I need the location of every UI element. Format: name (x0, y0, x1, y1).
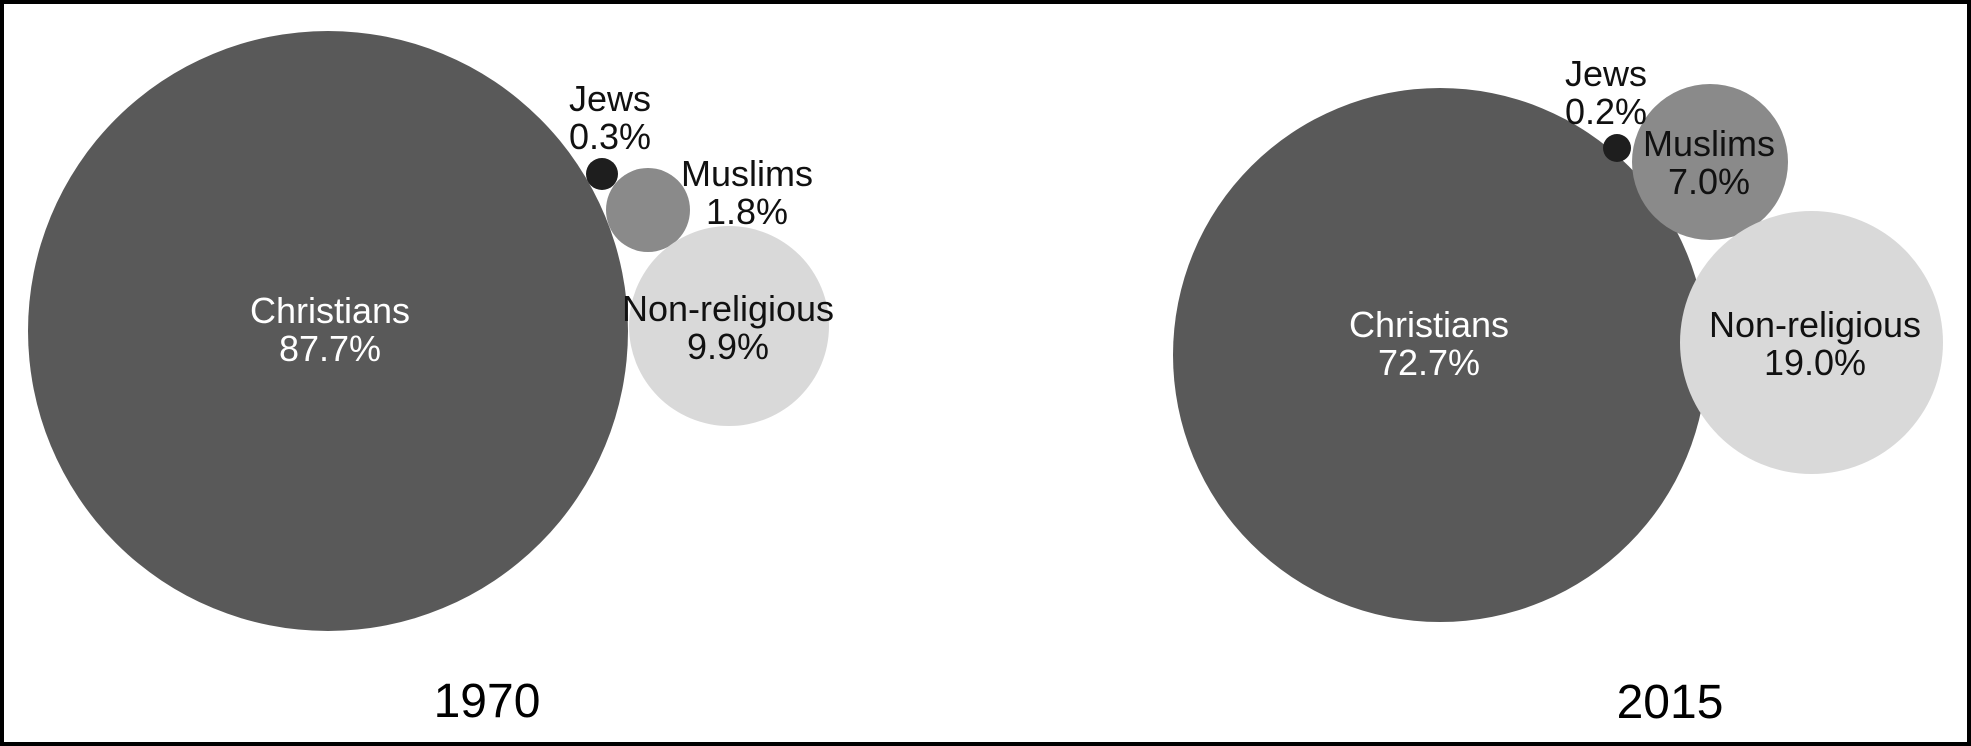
christians-bubble-1970 (28, 31, 628, 631)
year-label-1970: 1970 (433, 675, 541, 728)
muslims-label-2015: Muslims 7.0% (1643, 125, 1775, 201)
jews-bubble-1970 (586, 158, 618, 190)
muslims-value-2015: 7.0% (1667, 161, 1751, 202)
jews-value-2015: 0.2% (1564, 91, 1648, 132)
christians-bubble-2015 (1173, 88, 1707, 622)
christians-value-2015: 72.7% (1377, 342, 1481, 383)
non-religious-bubble-2015 (1680, 211, 1943, 474)
jews-label-1970: Jews 0.3% (569, 80, 651, 156)
jews-name-1970: Jews (568, 78, 652, 119)
non-religious-label-1970: Non-religious 9.9% (622, 290, 834, 366)
jews-label-2015: Jews 0.2% (1565, 55, 1647, 131)
non-religious-value-2015: 19.0% (1763, 342, 1867, 383)
muslims-value-1970: 1.8% (705, 191, 789, 232)
christians-name-2015: Christians (1348, 304, 1510, 345)
muslims-bubble-2015 (1632, 84, 1788, 240)
non-religious-name-1970: Non-religious (621, 288, 835, 329)
muslims-name-1970: Muslims (681, 153, 813, 194)
christians-label-1970: Christians 87.7% (250, 292, 410, 368)
muslims-name-2015: Muslims (1643, 123, 1775, 164)
non-religious-bubble-1970 (629, 226, 829, 426)
year-label-2015: 2015 (1616, 676, 1724, 729)
christians-name-1970: Christians (249, 290, 411, 331)
jews-name-2015: Jews (1564, 53, 1648, 94)
non-religious-name-2015: Non-religious (1708, 304, 1922, 345)
muslims-label-1970: Muslims 1.8% (681, 155, 813, 231)
non-religious-label-2015: Non-religious 19.0% (1709, 306, 1921, 382)
jews-value-1970: 0.3% (568, 116, 652, 157)
muslims-bubble-1970 (606, 168, 690, 252)
christians-label-2015: Christians 72.7% (1349, 306, 1509, 382)
christians-value-1970: 87.7% (278, 328, 382, 369)
non-religious-value-1970: 9.9% (686, 326, 770, 367)
jews-bubble-2015 (1603, 134, 1631, 162)
